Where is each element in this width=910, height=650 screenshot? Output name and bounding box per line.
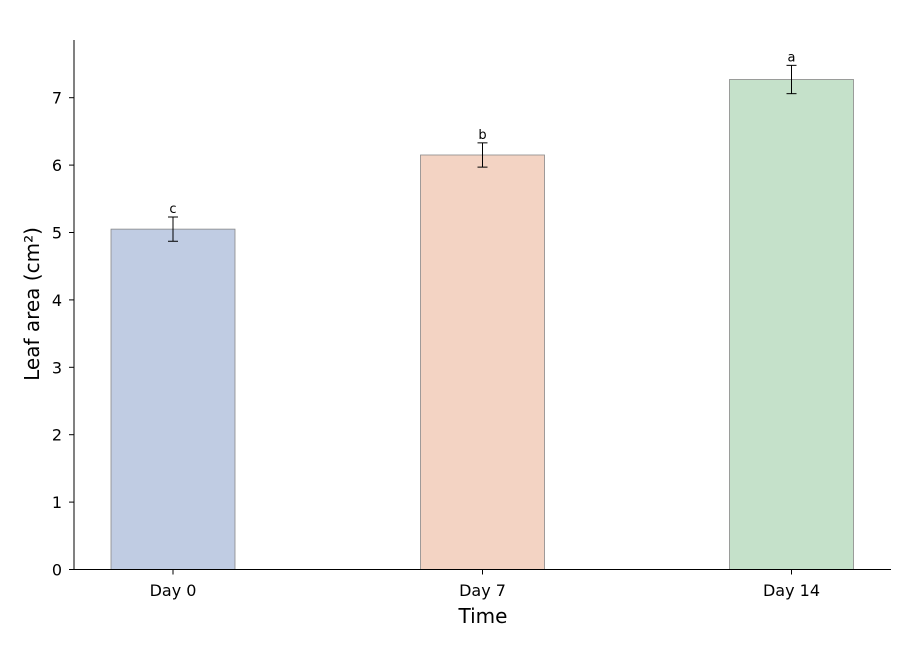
x-tick-label: Day 0 bbox=[150, 581, 197, 600]
significance-letter: c bbox=[169, 202, 176, 217]
y-tick-label: 7 bbox=[52, 89, 62, 108]
y-tick-label: 6 bbox=[52, 156, 62, 175]
error-bar-day-14 bbox=[786, 64, 797, 95]
y-tick-label: 4 bbox=[52, 291, 62, 310]
x-axis-title: Time bbox=[458, 604, 508, 628]
y-tick-label: 1 bbox=[52, 493, 62, 512]
y-tick-label: 2 bbox=[52, 426, 62, 445]
significance-letter: a bbox=[788, 50, 796, 65]
x-tick-label: Day 7 bbox=[459, 581, 506, 600]
y-axis: 0 1 2 3 4 5 6 7 bbox=[52, 40, 75, 580]
error-bar-day-0 bbox=[168, 216, 178, 242]
significance-letters-layer: c b a bbox=[169, 50, 795, 217]
bar-day-0 bbox=[110, 228, 236, 570]
x-tick-label: Day 14 bbox=[763, 581, 820, 600]
y-axis-title: Leaf area (cm²) bbox=[20, 227, 44, 381]
y-tick-label: 0 bbox=[52, 561, 62, 580]
bar-day-7 bbox=[420, 154, 545, 570]
y-tick-label: 5 bbox=[52, 224, 62, 243]
bar-day-14 bbox=[729, 79, 854, 570]
error-bars-layer bbox=[168, 64, 797, 242]
y-tick-label: 3 bbox=[52, 358, 62, 377]
error-bar-day-7 bbox=[477, 142, 488, 168]
x-axis: Day 0 Day 7 Day 14 bbox=[74, 569, 891, 600]
significance-letter: b bbox=[478, 128, 486, 143]
